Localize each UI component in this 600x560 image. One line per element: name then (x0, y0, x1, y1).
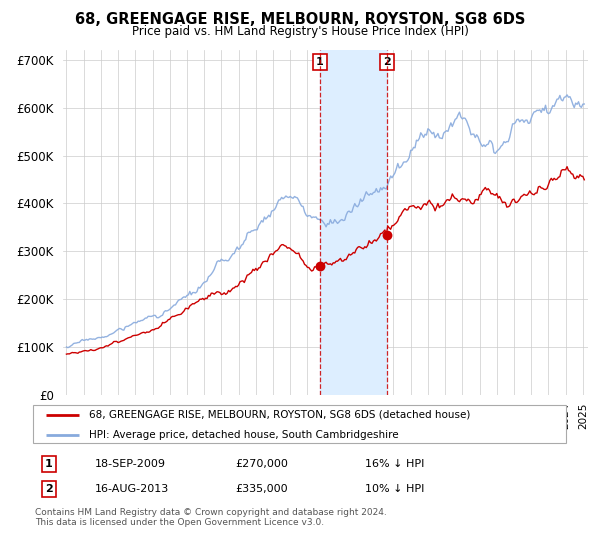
Text: This data is licensed under the Open Government Licence v3.0.: This data is licensed under the Open Gov… (35, 518, 325, 527)
Text: 10% ↓ HPI: 10% ↓ HPI (365, 484, 424, 494)
Point (382, 230, 392, 239)
Text: 68, GREENGAGE RISE, MELBOURN, ROYSTON, SG8 6DS (detached house): 68, GREENGAGE RISE, MELBOURN, ROYSTON, S… (89, 410, 471, 420)
Bar (320, 50, 387, 395)
Text: 68, GREENGAGE RISE, MELBOURN, ROYSTON, SG8 6DS: 68, GREENGAGE RISE, MELBOURN, ROYSTON, S… (75, 12, 525, 27)
Text: HPI: Average price, detached house, South Cambridgeshire: HPI: Average price, detached house, Sout… (89, 430, 399, 440)
Text: 18-SEP-2009: 18-SEP-2009 (95, 459, 166, 469)
FancyBboxPatch shape (33, 405, 566, 443)
Text: 16% ↓ HPI: 16% ↓ HPI (365, 459, 424, 469)
Text: £335,000: £335,000 (235, 484, 288, 494)
Text: 1: 1 (45, 459, 53, 469)
Text: 1: 1 (316, 57, 323, 67)
Text: £270,000: £270,000 (235, 459, 288, 469)
Text: 2: 2 (45, 484, 53, 494)
Text: 2: 2 (383, 57, 391, 67)
Point (315, 261, 325, 270)
Text: Contains HM Land Registry data © Crown copyright and database right 2024.: Contains HM Land Registry data © Crown c… (35, 508, 387, 517)
Text: 16-AUG-2013: 16-AUG-2013 (95, 484, 169, 494)
Text: Price paid vs. HM Land Registry's House Price Index (HPI): Price paid vs. HM Land Registry's House … (131, 25, 469, 38)
